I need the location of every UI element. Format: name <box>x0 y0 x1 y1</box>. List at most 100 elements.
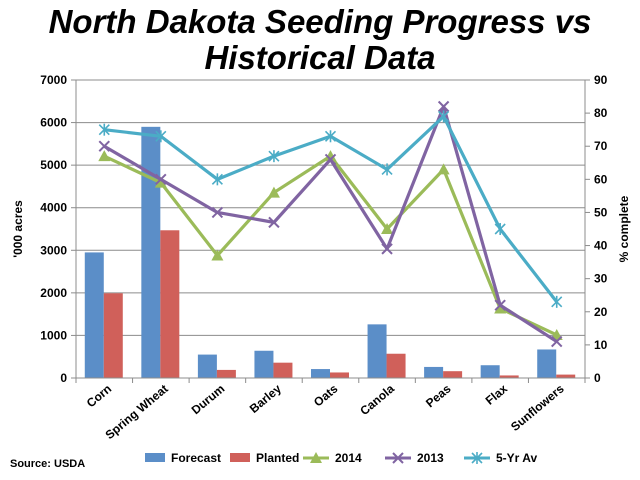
bar-planted-2 <box>216 369 236 378</box>
point-5-yr-av-0 <box>98 123 110 136</box>
point-5-yr-av-8 <box>551 295 563 308</box>
point-2013-7 <box>494 299 506 311</box>
marker-stroke <box>437 100 450 113</box>
y-left-tick-label: 4000 <box>40 201 67 215</box>
bar-forecast-6 <box>424 366 444 378</box>
y-right-tick-label: 80 <box>594 106 608 120</box>
point-2013-0 <box>98 140 110 152</box>
point-2014-1 <box>154 176 167 188</box>
x-category-label: Durum <box>189 382 228 418</box>
y-left-tick-label: 6000 <box>40 116 67 130</box>
x-category-label: Oats <box>311 381 341 409</box>
point-2014-4 <box>324 150 337 162</box>
bar-forecast-1 <box>141 126 161 378</box>
point-2014-3 <box>267 186 280 198</box>
bar-planted-4 <box>330 372 349 378</box>
point-2013-8 <box>551 335 563 348</box>
x-category-label: Sunflowers <box>508 381 567 434</box>
point-5-yr-av-4 <box>324 130 337 143</box>
axes <box>71 79 590 383</box>
legend-item-forecast: Forecast <box>145 451 221 465</box>
legend-label: Planted <box>256 451 299 465</box>
x-category-label: Barley <box>247 381 284 416</box>
point-2014-5 <box>381 223 394 234</box>
y-left-tick-label: 3000 <box>40 243 67 257</box>
bars <box>84 126 576 378</box>
legend-item-2014: 2014 <box>303 451 362 465</box>
point-2014-0 <box>98 150 111 162</box>
x-category-label: Canola <box>357 381 397 418</box>
legend-swatch <box>230 453 250 462</box>
bar-forecast-2 <box>197 354 217 378</box>
point-5-yr-av-7 <box>494 223 506 235</box>
x-category-label: Flax <box>483 381 511 407</box>
bar-planted-5 <box>386 353 406 378</box>
chart-title-line-2: Historical Data <box>204 39 436 76</box>
x-category-label: Corn <box>84 382 114 411</box>
series-lines <box>98 100 563 348</box>
source-note: Source: USDA <box>10 458 86 470</box>
y-right-tick-label: 50 <box>594 205 608 219</box>
legend-label: 2014 <box>335 451 362 465</box>
y-left-tick-label: 2000 <box>40 286 67 300</box>
bar-planted-8 <box>556 374 576 378</box>
y-left-tick-label: 1000 <box>40 328 67 342</box>
point-2013-5 <box>381 243 393 255</box>
point-5-yr-av-2 <box>211 173 223 186</box>
point-2013-3 <box>268 216 280 229</box>
bar-planted-1 <box>160 230 180 378</box>
point-2013-6 <box>437 100 450 113</box>
y-right-tick-label: 70 <box>594 139 608 153</box>
legend-item-planted: Planted <box>230 451 299 465</box>
legend-marker <box>310 452 322 463</box>
marker-stroke <box>324 153 337 166</box>
y-right-tick-label: 10 <box>594 338 608 352</box>
bar-forecast-3 <box>254 350 274 378</box>
x-category-label: Peas <box>423 381 454 410</box>
marker-stroke <box>211 206 224 219</box>
legend-label: 5-Yr Av <box>496 451 537 465</box>
legend: Forecast Planted 2014 2013 5-Yr Av <box>145 451 537 465</box>
y-right-tick-label: 60 <box>594 172 608 186</box>
bar-forecast-5 <box>367 324 387 378</box>
bar-forecast-8 <box>537 349 557 378</box>
legend-item-5-yr-av: 5-Yr Av <box>464 451 537 465</box>
bar-forecast-0 <box>84 252 104 378</box>
y-left-axis-title: '000 acres <box>11 200 25 258</box>
point-2013-4 <box>324 153 337 166</box>
legend-marker <box>392 452 404 464</box>
point-2013-2 <box>211 206 224 219</box>
legend-label: Forecast <box>171 451 221 465</box>
chart-title-line-1: North Dakota Seeding Progress vs <box>48 3 592 40</box>
point-5-yr-av-6 <box>438 110 450 123</box>
legend-marker <box>471 452 483 464</box>
marker-stroke <box>551 335 563 348</box>
point-2014-7 <box>494 302 507 314</box>
y-left-tick-label: 7000 <box>40 73 67 87</box>
y-right-tick-label: 0 <box>594 371 601 385</box>
point-2014-2 <box>211 249 224 261</box>
bar-planted-0 <box>103 293 123 378</box>
y-right-tick-label: 40 <box>594 239 608 253</box>
point-2014-6 <box>437 163 450 175</box>
marker-stroke <box>381 243 393 255</box>
legend-label: 2013 <box>417 451 444 465</box>
bar-forecast-7 <box>480 365 500 378</box>
marker-stroke <box>494 299 506 311</box>
point-5-yr-av-3 <box>268 150 280 163</box>
y-left-tick-label: 0 <box>60 371 67 385</box>
legend-item-2013: 2013 <box>385 451 444 465</box>
y-right-tick-label: 90 <box>594 73 608 87</box>
bar-forecast-4 <box>311 369 330 378</box>
y-right-tick-label: 30 <box>594 272 608 286</box>
marker-stroke <box>155 173 167 186</box>
bar-planted-3 <box>273 362 293 378</box>
marker-stroke <box>98 140 110 152</box>
marker-stroke <box>268 216 280 229</box>
marker-stroke <box>392 452 404 464</box>
legend-swatch <box>145 453 165 462</box>
y-right-axis-title: % complete <box>617 195 631 262</box>
point-2013-1 <box>155 173 167 186</box>
